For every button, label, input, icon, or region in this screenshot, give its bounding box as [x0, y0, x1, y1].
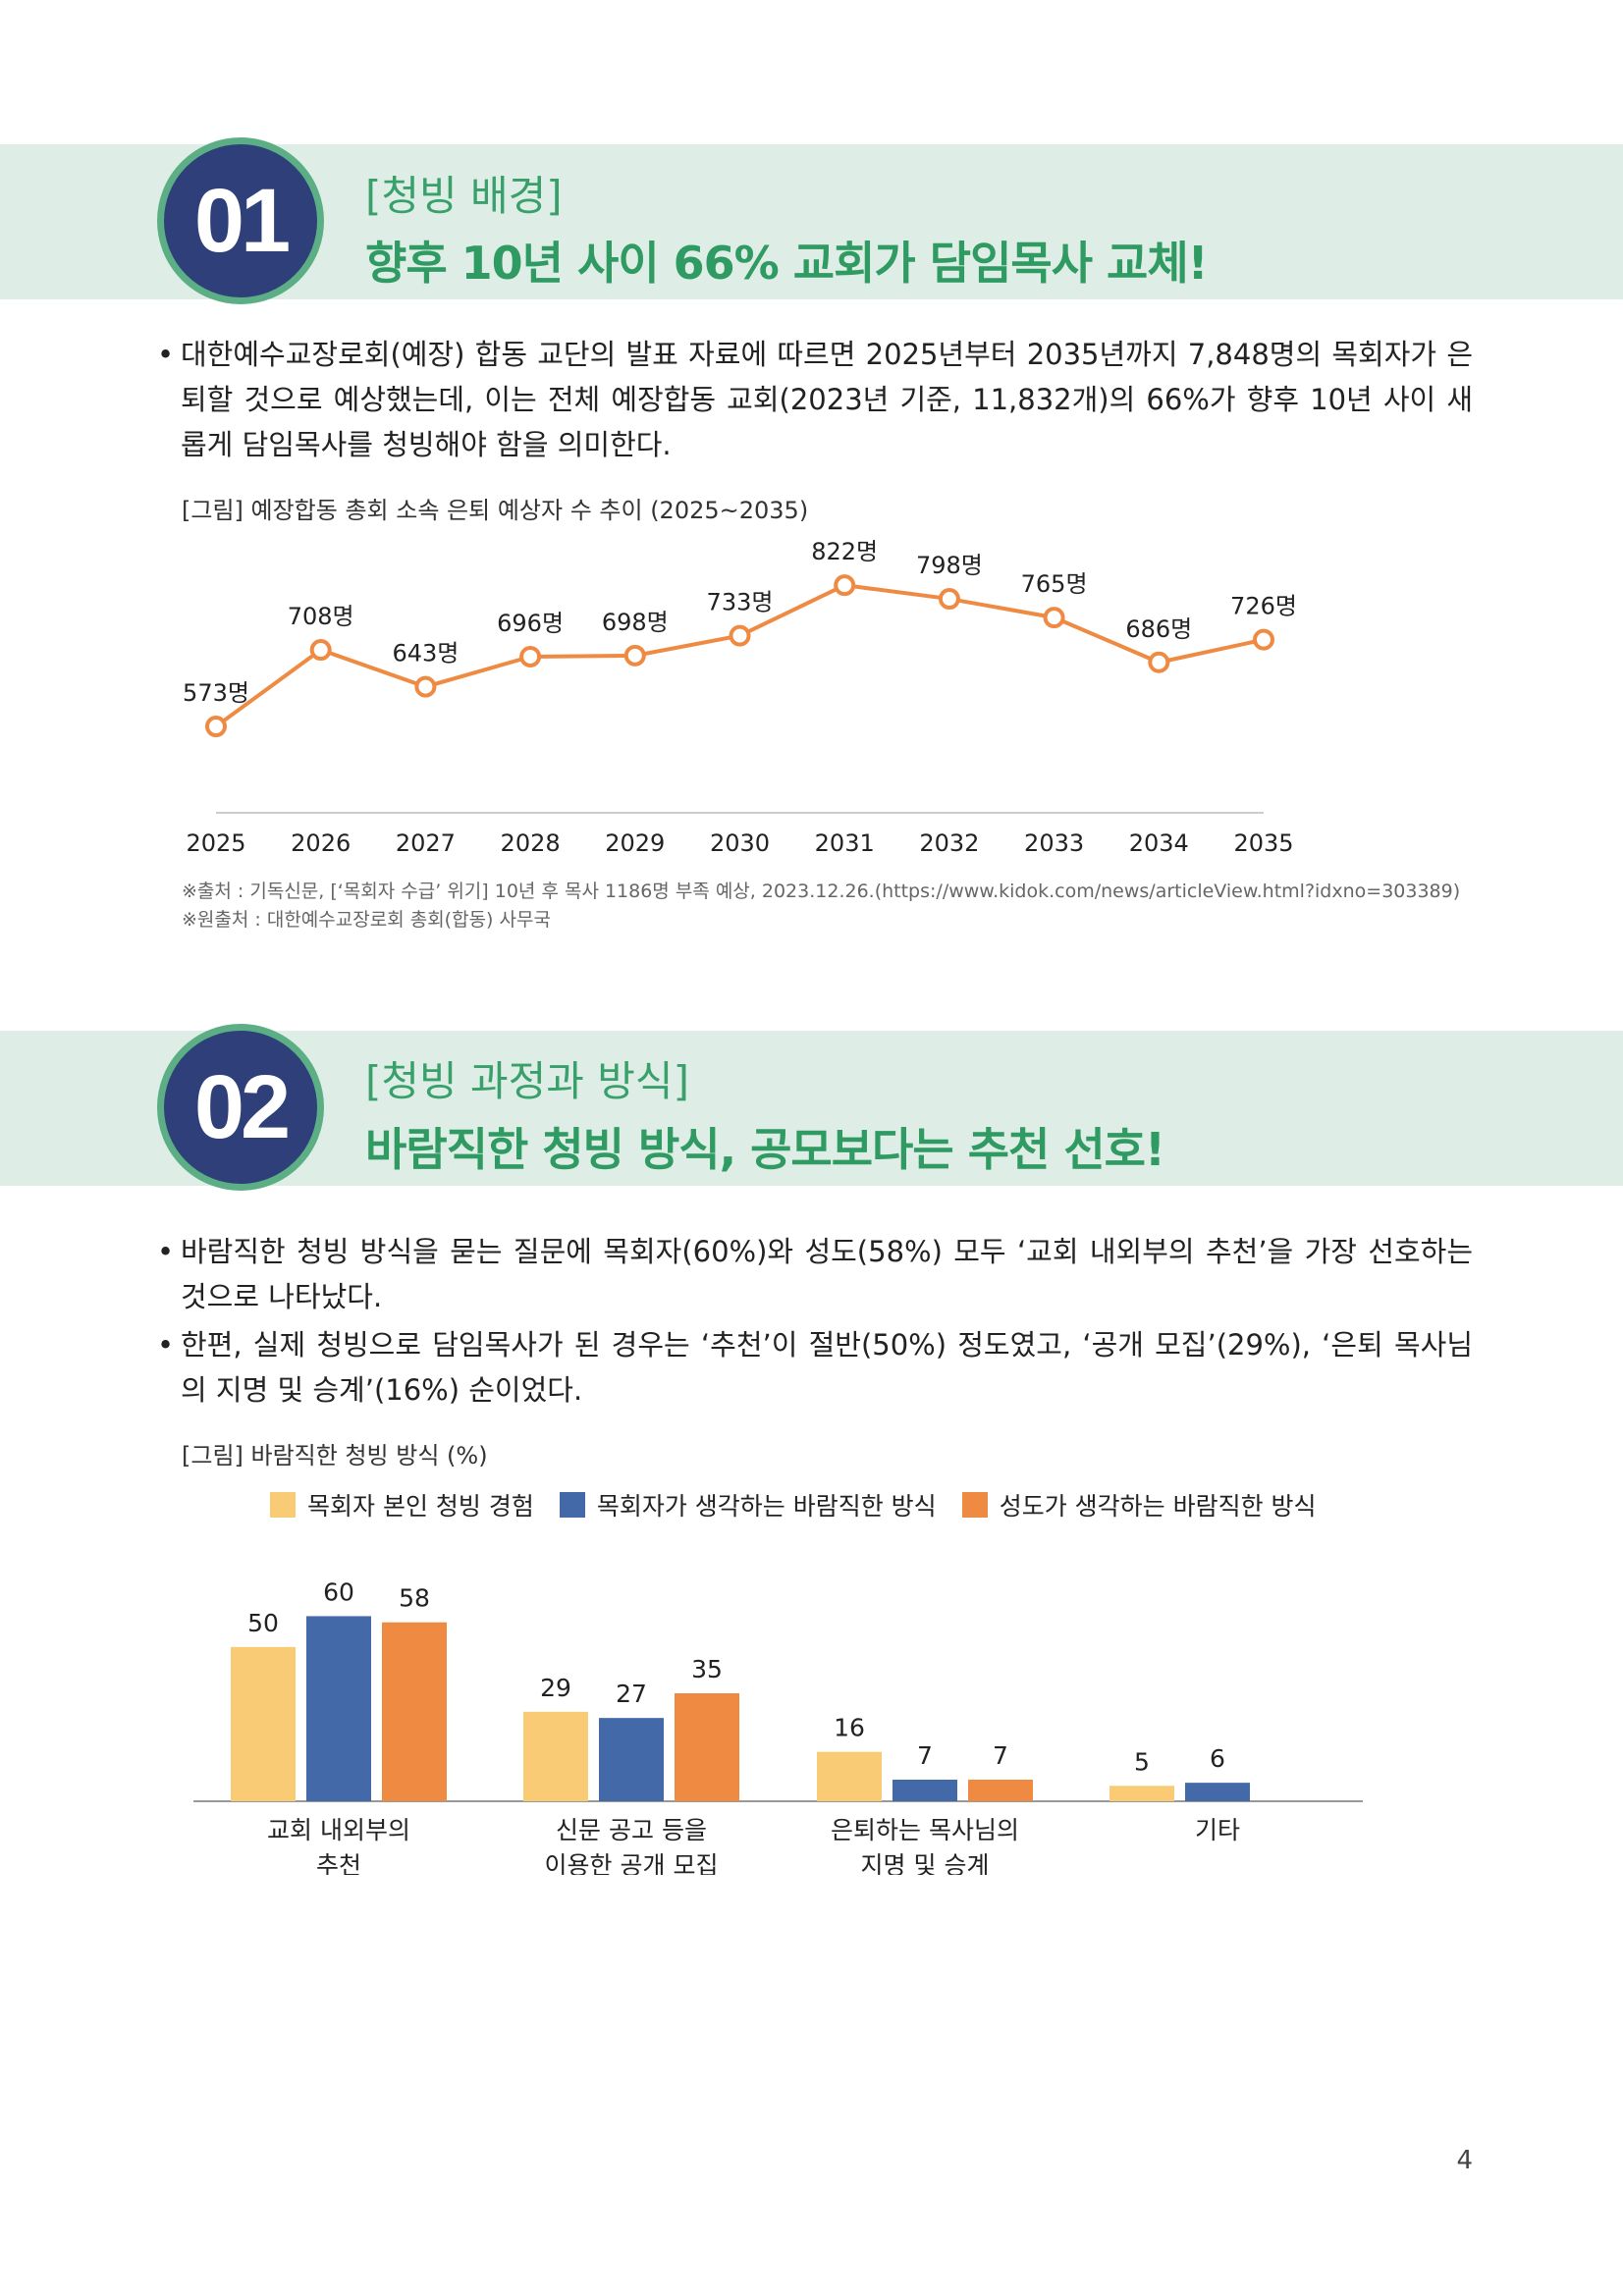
- bar-value-label: 58: [399, 1584, 430, 1613]
- line-chart-original-source: ※원출처 : 대한예수교장로회 총회(합동) 사무국: [182, 909, 551, 931]
- legend-swatch: [270, 1492, 296, 1518]
- x-tick-label: 2029: [605, 829, 665, 857]
- bar: [523, 1711, 588, 1801]
- bar-value-label: 35: [691, 1655, 723, 1683]
- bar-value-label: 6: [1210, 1744, 1225, 1773]
- data-point: [414, 675, 437, 698]
- data-label: 798명: [916, 552, 983, 579]
- bar: [1109, 1786, 1174, 1801]
- x-tick-label: 2026: [291, 829, 351, 857]
- data-point: [938, 588, 960, 611]
- section1-number-badge: 01: [157, 137, 324, 304]
- bar: [382, 1622, 447, 1801]
- legend-swatch: [559, 1492, 585, 1518]
- line-chart: 573명 2025 708명 2026 643명 2027 696명 2028 698명 2029…: [183, 538, 1297, 857]
- legend-item: 목회자 본인 청빙 경험: [270, 1487, 534, 1522]
- data-label: 696명: [497, 610, 564, 637]
- data-label: 726명: [1230, 593, 1297, 620]
- legend-label: 목회자 본인 청빙 경험: [307, 1492, 534, 1521]
- bar: [893, 1780, 957, 1801]
- data-point: [1043, 607, 1065, 629]
- category-label: 이용한 공개 모집: [545, 1851, 719, 1875]
- category-label: 기타: [1195, 1816, 1240, 1844]
- data-point: [205, 716, 227, 738]
- bar-chart-caption: [그림] 바람직한 청빙 방식 (%): [182, 1442, 488, 1469]
- bar: [968, 1780, 1033, 1801]
- bar-value-label: 50: [247, 1609, 279, 1637]
- bar-value-label: 7: [917, 1741, 933, 1770]
- legend-item: 성도가 생각하는 바람직한 방식: [961, 1487, 1317, 1522]
- x-tick-label: 2032: [919, 829, 979, 857]
- data-point: [623, 644, 646, 667]
- x-tick-label: 2030: [710, 829, 770, 857]
- bar: [817, 1751, 882, 1801]
- data-point: [309, 639, 332, 662]
- data-label: 733명: [707, 589, 774, 616]
- line-chart-caption: [그림] 예장합동 총회 소속 은퇴 예상자 수 추이 (2025~2035): [182, 497, 809, 524]
- data-label: 573명: [183, 679, 249, 707]
- data-point: [1253, 628, 1274, 651]
- x-tick-label: 2028: [501, 829, 561, 857]
- x-tick-label: 2025: [186, 829, 245, 857]
- bar-value-label: 5: [1134, 1747, 1150, 1776]
- bar-value-label: 60: [323, 1577, 354, 1606]
- section1-title: 향후 10년 사이 66% 교회가 담임목사 교체!: [365, 237, 1209, 290]
- bar: [599, 1718, 664, 1801]
- x-tick-label: 2027: [396, 829, 456, 857]
- x-tick-label: 2033: [1024, 829, 1084, 857]
- page-number: 4: [1456, 2146, 1473, 2175]
- data-point: [519, 645, 542, 667]
- x-tick-label: 2034: [1129, 829, 1189, 857]
- line-chart-source: ※출처 : 기독신문, [‘목회자 수급’ 위기] 10년 후 목사 1186명…: [182, 881, 1461, 902]
- data-label: 686명: [1125, 615, 1192, 643]
- category-label: 신문 공고 등을: [556, 1816, 707, 1844]
- section2-title: 바람직한 청빙 방식, 공모보다는 추천 선호!: [365, 1123, 1165, 1176]
- bar-value-label: 27: [616, 1680, 647, 1708]
- section2-number-badge: 02: [157, 1024, 324, 1191]
- legend-swatch: [961, 1492, 988, 1518]
- bar: [306, 1616, 371, 1801]
- data-point: [834, 574, 856, 597]
- legend-item: 목회자가 생각하는 바람직한 방식: [559, 1487, 937, 1522]
- bar-value-label: 16: [834, 1714, 865, 1742]
- x-tick-label: 2031: [815, 829, 875, 857]
- category-label: 교회 내외부의: [267, 1816, 410, 1844]
- section2-subtitle: [청빙 과정과 방식]: [365, 1057, 689, 1105]
- bar: [231, 1646, 296, 1801]
- section2-bullet-1: 바람직한 청빙 방식을 묻는 질문에 목회자(60%)와 성도(58%) 모두 …: [157, 1229, 1473, 1319]
- data-label: 765명: [1021, 570, 1088, 598]
- section1-bullet: 대한예수교장로회(예장) 합동 교단의 발표 자료에 따르면 2025년부터 2…: [157, 332, 1473, 467]
- bar-value-label: 29: [540, 1674, 571, 1702]
- x-tick-label: 2035: [1233, 829, 1293, 857]
- bar-chart-legend: 목회자 본인 청빙 경험 목회자가 생각하는 바람직한 방식 성도가 생각하는 …: [270, 1487, 1342, 1522]
- bar: [1185, 1783, 1250, 1801]
- section1-subtitle: [청빙 배경]: [365, 172, 563, 220]
- category-label: 지명 및 승계: [861, 1851, 990, 1875]
- data-point: [729, 624, 751, 647]
- section2-bullet-2: 한편, 실제 청빙으로 담임목사가 된 경우는 ‘추천’이 절반(50%) 정도…: [157, 1322, 1473, 1413]
- bar: [675, 1693, 739, 1801]
- legend-label: 성도가 생각하는 바람직한 방식: [999, 1492, 1317, 1521]
- data-label: 822명: [811, 538, 878, 565]
- data-label: 698명: [602, 609, 669, 636]
- category-label: 추천: [316, 1851, 361, 1875]
- bar-value-label: 7: [993, 1741, 1008, 1770]
- category-label: 은퇴하는 목사님의: [831, 1816, 1019, 1844]
- data-point: [1148, 651, 1170, 673]
- legend-label: 목회자가 생각하는 바람직한 방식: [596, 1492, 937, 1521]
- data-label: 643명: [392, 640, 459, 667]
- data-label: 708명: [288, 603, 354, 630]
